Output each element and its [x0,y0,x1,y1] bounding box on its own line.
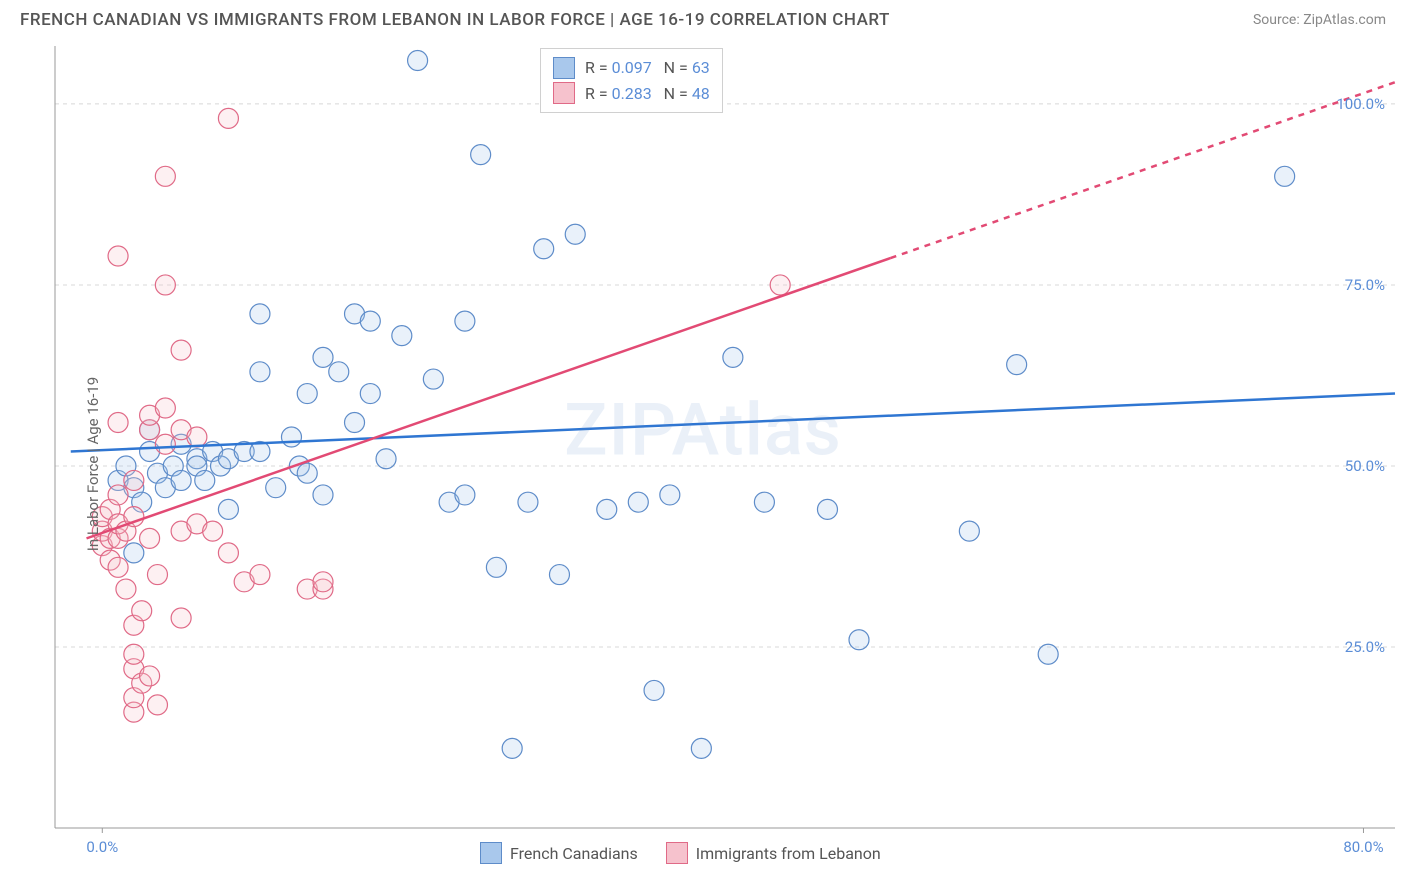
plot-area [0,38,1406,890]
series-swatch [553,82,575,104]
legend-label: French Canadians [510,844,638,863]
stats-row: R = 0.283 N = 48 [553,81,710,107]
series-swatch [666,842,688,864]
legend-item: Immigrants from Lebanon [666,842,881,864]
y-tick-label: 50.0% [1325,457,1385,475]
correlation-chart: In Labor Force | Age 16-19 ZIPAtlas R = … [0,38,1406,890]
chart-title: FRENCH CANADIAN VS IMMIGRANTS FROM LEBAN… [20,10,890,30]
x-tick-label: 80.0% [1343,838,1383,856]
legend-item: French Canadians [480,842,638,864]
series-swatch [553,57,575,79]
y-tick-label: 100.0% [1325,95,1385,113]
y-tick-label: 75.0% [1325,276,1385,294]
y-tick-label: 25.0% [1325,638,1385,656]
legend-label: Immigrants from Lebanon [696,844,881,863]
series-swatch [480,842,502,864]
series-legend: French Canadians Immigrants from Lebanon [480,842,881,864]
stats-legend-box: R = 0.097 N = 63R = 0.283 N = 48 [540,48,723,113]
x-tick-label: 0.0% [86,838,118,856]
source-attribution: Source: ZipAtlas.com [1253,12,1386,28]
stats-row: R = 0.097 N = 63 [553,55,710,81]
y-axis-label: In Labor Force | Age 16-19 [84,377,102,551]
